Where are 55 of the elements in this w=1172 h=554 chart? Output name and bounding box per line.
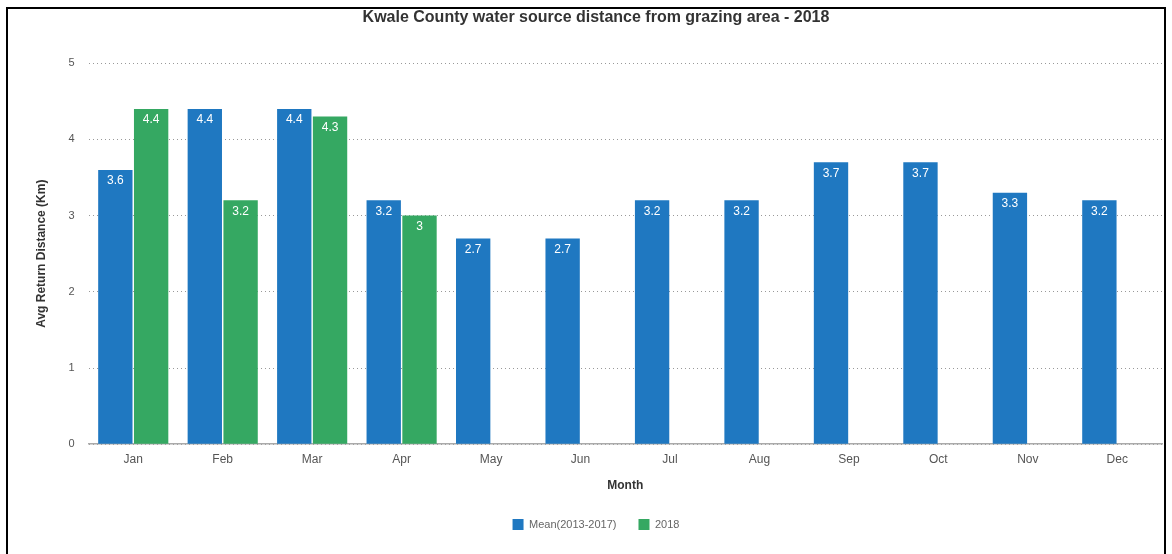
data-label: 3.6: [107, 173, 125, 188]
y-tick-label: 1: [68, 361, 75, 374]
data-label: 3.2: [232, 203, 250, 218]
data-label: 2.7: [554, 241, 572, 256]
x-axis-title: Month: [607, 478, 644, 493]
data-label: 3: [416, 218, 424, 233]
data-label: 3.2: [1091, 203, 1109, 218]
y-tick-label: 5: [68, 56, 75, 69]
chart-title: Kwale County water source distance from grazing area - 2018: [362, 8, 830, 26]
bar: [456, 238, 491, 444]
bar: [545, 238, 580, 444]
bar: [366, 200, 401, 444]
data-label: 2.7: [464, 241, 482, 256]
x-tick-label: Jun: [570, 451, 591, 466]
x-tick-label: Mar: [301, 451, 323, 466]
bar: [724, 200, 759, 444]
x-tick-label: Sep: [838, 451, 860, 466]
y-tick-label: 2: [68, 284, 75, 297]
data-label: 4.4: [196, 112, 214, 127]
bar: [634, 200, 670, 444]
x-tick-label: Jan: [123, 451, 143, 466]
data-label: 3.2: [375, 203, 393, 218]
y-tick-label: 0: [68, 437, 75, 450]
data-label: 4.3: [321, 119, 339, 134]
bar: [903, 162, 938, 444]
data-label: 3.7: [912, 165, 930, 180]
y-tick-label: 3: [68, 208, 75, 221]
bar: [992, 192, 1028, 444]
bar: [277, 108, 312, 444]
data-label: 3.2: [733, 203, 751, 218]
x-tick-label: Aug: [748, 451, 771, 466]
y-tick-label: 4: [68, 132, 75, 145]
data-label: 3.2: [643, 203, 661, 218]
legend-label: Mean(2013-2017): [529, 517, 617, 530]
legend-label: 2018: [654, 517, 680, 530]
x-tick-label: May: [479, 451, 503, 466]
x-tick-label: Oct: [929, 451, 949, 466]
x-tick-label: Apr: [392, 451, 411, 466]
data-label: 4.4: [285, 112, 303, 127]
bar: [98, 169, 133, 444]
x-tick-label: Nov: [1017, 451, 1039, 466]
data-label: 3.7: [822, 165, 840, 180]
bar: [402, 215, 437, 444]
bar: [813, 162, 849, 444]
y-axis-title: Avg Return Distance (Km): [33, 179, 48, 328]
x-tick-label: Dec: [1106, 451, 1128, 466]
bar: [133, 108, 169, 444]
bar: [1082, 200, 1117, 444]
x-tick-label: Feb: [212, 451, 234, 466]
data-label: 3.3: [1001, 196, 1019, 211]
bar: [223, 200, 258, 444]
bar: [187, 108, 222, 444]
data-label: 4.4: [142, 112, 160, 127]
x-tick-label: Jul: [662, 451, 678, 466]
bar: [312, 116, 348, 444]
